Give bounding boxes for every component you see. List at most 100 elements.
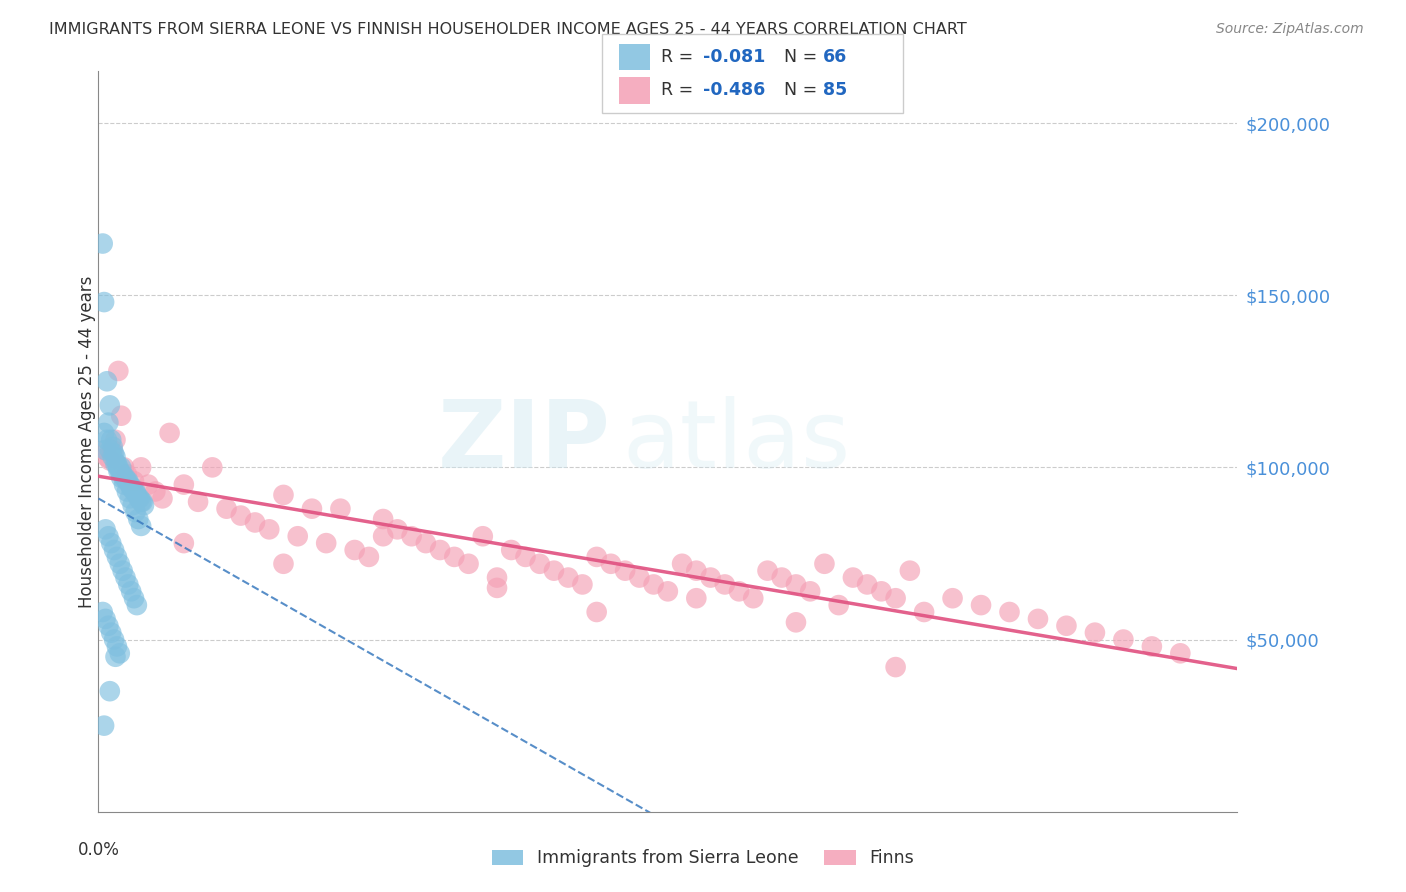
Point bbox=[112, 477, 135, 491]
Point bbox=[828, 598, 851, 612]
Point bbox=[1056, 619, 1078, 633]
Point bbox=[515, 549, 537, 564]
Point bbox=[614, 564, 637, 578]
Point bbox=[357, 549, 380, 564]
Point bbox=[486, 570, 509, 584]
Point bbox=[215, 501, 238, 516]
Point bbox=[127, 512, 149, 526]
Point bbox=[121, 481, 143, 495]
Point bbox=[114, 471, 136, 485]
Point bbox=[443, 549, 465, 564]
Point bbox=[115, 474, 138, 488]
Point bbox=[728, 584, 751, 599]
Point bbox=[301, 501, 323, 516]
Point bbox=[201, 460, 224, 475]
Point bbox=[912, 605, 935, 619]
Point bbox=[129, 460, 152, 475]
Point bbox=[104, 649, 127, 664]
Text: Source: ZipAtlas.com: Source: ZipAtlas.com bbox=[1216, 22, 1364, 37]
Point bbox=[585, 605, 607, 619]
Point bbox=[329, 501, 352, 516]
Point bbox=[273, 488, 295, 502]
Point bbox=[112, 471, 135, 485]
Point bbox=[770, 570, 793, 584]
Point bbox=[785, 577, 807, 591]
Point bbox=[100, 625, 122, 640]
Point bbox=[557, 570, 579, 584]
Point bbox=[159, 425, 181, 440]
Point bbox=[125, 598, 148, 612]
Point bbox=[115, 484, 138, 499]
Point bbox=[856, 577, 879, 591]
Point bbox=[756, 564, 779, 578]
Text: atlas: atlas bbox=[623, 395, 851, 488]
Point bbox=[96, 433, 118, 447]
Text: 85: 85 bbox=[823, 81, 846, 99]
Point bbox=[103, 632, 125, 647]
Point bbox=[120, 481, 142, 495]
Point bbox=[122, 484, 145, 499]
Point bbox=[259, 522, 281, 536]
Point bbox=[657, 584, 679, 599]
Point bbox=[173, 477, 195, 491]
Point bbox=[132, 498, 155, 512]
Point bbox=[501, 543, 523, 558]
Point bbox=[105, 457, 128, 471]
Point bbox=[110, 460, 132, 475]
Point bbox=[103, 543, 125, 558]
Point bbox=[98, 684, 121, 698]
Point bbox=[124, 484, 146, 499]
Point bbox=[117, 474, 139, 488]
Point bbox=[131, 495, 153, 509]
Point bbox=[685, 591, 707, 606]
Point bbox=[273, 557, 295, 571]
Point bbox=[129, 519, 152, 533]
Point bbox=[870, 584, 893, 599]
Point bbox=[117, 577, 139, 591]
Point bbox=[401, 529, 423, 543]
Point bbox=[122, 474, 145, 488]
Point bbox=[136, 477, 159, 491]
Point bbox=[104, 450, 127, 464]
Point bbox=[387, 522, 409, 536]
Point bbox=[107, 364, 129, 378]
Point bbox=[628, 570, 651, 584]
Point bbox=[799, 584, 821, 599]
Point bbox=[128, 491, 150, 506]
Point bbox=[111, 564, 134, 578]
Point bbox=[970, 598, 993, 612]
Point bbox=[1170, 646, 1192, 660]
Point bbox=[173, 536, 195, 550]
Point bbox=[243, 516, 266, 530]
Legend: Immigrants from Sierra Leone, Finns: Immigrants from Sierra Leone, Finns bbox=[485, 843, 921, 874]
Point bbox=[104, 457, 127, 471]
Point bbox=[813, 557, 835, 571]
Point bbox=[105, 640, 128, 654]
Point bbox=[107, 464, 129, 478]
Point bbox=[103, 447, 125, 461]
Point bbox=[96, 450, 118, 464]
Point bbox=[571, 577, 593, 591]
Point bbox=[97, 416, 120, 430]
Point bbox=[108, 557, 131, 571]
Point bbox=[714, 577, 737, 591]
Point bbox=[118, 491, 141, 506]
Point bbox=[111, 467, 134, 482]
Point bbox=[187, 495, 209, 509]
Text: ZIP: ZIP bbox=[439, 395, 612, 488]
Point bbox=[343, 543, 366, 558]
Point bbox=[129, 495, 152, 509]
Point bbox=[315, 536, 337, 550]
Point bbox=[152, 491, 174, 506]
Point bbox=[93, 443, 115, 458]
Point bbox=[101, 450, 124, 464]
Point bbox=[457, 557, 479, 571]
Point bbox=[94, 443, 117, 458]
Point bbox=[585, 549, 607, 564]
Point bbox=[998, 605, 1021, 619]
Point bbox=[101, 443, 124, 458]
Point bbox=[110, 409, 132, 423]
Point bbox=[1084, 625, 1107, 640]
Point bbox=[107, 460, 129, 475]
Y-axis label: Householder Income Ages 25 - 44 years: Householder Income Ages 25 - 44 years bbox=[79, 276, 96, 607]
